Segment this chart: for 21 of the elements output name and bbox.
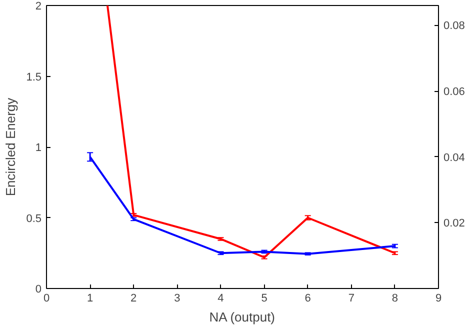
y-axis-title: Encircled Energy	[3, 97, 18, 196]
x-tick-label: 8	[392, 292, 398, 304]
y-tick-label: 0	[35, 284, 42, 296]
y-tick-label: 1.5	[26, 71, 42, 84]
x-tick-label: 9	[435, 292, 442, 304]
y-tick-label: 0.5	[26, 212, 42, 225]
y-tick-label: 1	[35, 142, 42, 154]
x-tick-label: 0	[43, 292, 50, 304]
x-tick-label: 6	[304, 292, 311, 304]
x-tick-label: 4	[218, 292, 224, 304]
x-axis-title: NA (output)	[209, 310, 276, 324]
x-tick-label: 3	[174, 292, 180, 304]
y-tick-label: 2	[35, 0, 42, 12]
x-tick-label: 1	[86, 292, 94, 304]
x-tick-label: 2	[130, 292, 137, 304]
y2-tick-label: 0.08	[444, 20, 465, 32]
y2-tick-label: 0.06	[444, 86, 465, 98]
y2-tick-label: 0.02	[444, 218, 465, 230]
x-tick-label: 7	[348, 292, 354, 304]
x-tick-label: 5	[261, 292, 268, 304]
y2-tick-label: 0.04	[444, 152, 465, 164]
